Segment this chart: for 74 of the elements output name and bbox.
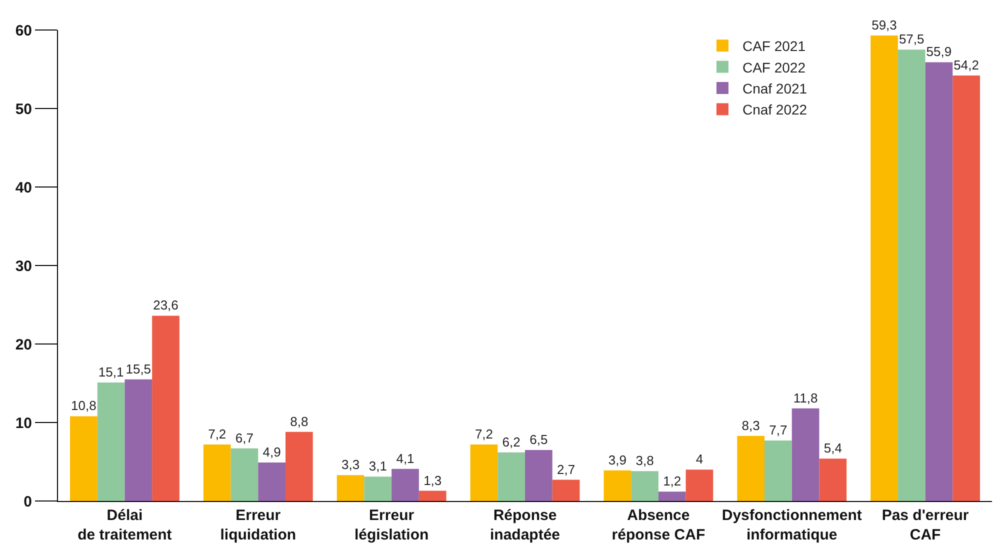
- x-tick-label: Absence réponse CAF: [612, 507, 706, 544]
- data-label: 3,3: [342, 457, 360, 472]
- legend-label: CAF 2021: [742, 38, 806, 54]
- bar: [124, 379, 152, 501]
- y-tick-label: 10: [15, 414, 32, 432]
- x-tick-label: Délai de traitement: [78, 507, 172, 544]
- legend-label: CAF 2022: [742, 59, 806, 76]
- bar: [418, 490, 446, 501]
- data-label: 3,1: [368, 458, 387, 474]
- legend-label: Cnaf 2021: [742, 80, 808, 96]
- y-tick-label: 20: [15, 336, 32, 354]
- data-label: 2,7: [556, 462, 576, 477]
- bar: [203, 444, 231, 501]
- x-tick-label: Erreur liquidation: [220, 507, 296, 544]
- data-label: 4,1: [396, 450, 414, 466]
- y-tick-label: 0: [24, 493, 32, 510]
- data-label: 8,3: [742, 418, 760, 433]
- bar: [286, 432, 313, 501]
- data-label: 8,8: [290, 414, 308, 429]
- data-label: 3,9: [608, 452, 626, 468]
- data-label: 10,8: [71, 398, 96, 414]
- bar: [604, 470, 632, 501]
- bar: [552, 480, 580, 501]
- data-label: 5,4: [824, 440, 842, 456]
- bar: [737, 436, 764, 501]
- bar: [631, 471, 658, 501]
- bar: [498, 452, 525, 501]
- bar: [686, 470, 714, 501]
- bar: [898, 50, 926, 501]
- bar: [792, 408, 820, 501]
- bar: [952, 76, 980, 501]
- bar: [525, 450, 552, 501]
- data-label: 4,9: [262, 444, 281, 460]
- y-tick-label: 30: [15, 258, 32, 275]
- bar: [658, 492, 686, 501]
- legend-label: Cnaf 2022: [742, 102, 808, 118]
- bar: [258, 462, 286, 501]
- bar: [392, 468, 419, 501]
- data-label: 4: [696, 452, 704, 467]
- data-label: 54,2: [954, 58, 979, 73]
- data-label: 57,5: [898, 32, 924, 47]
- y-tick-label: 60: [15, 22, 32, 40]
- bar: [70, 416, 98, 501]
- data-label: 7,2: [474, 426, 494, 442]
- bar: [819, 458, 847, 501]
- x-tick-label: Pas d'erreur CAF: [882, 507, 969, 544]
- data-label: 1,3: [424, 472, 442, 488]
- x-tick-label: Réponse inadaptée: [490, 507, 560, 544]
- bar: [97, 382, 125, 501]
- data-label: 6,7: [235, 430, 254, 446]
- y-tick-label: 40: [15, 179, 32, 196]
- data-label: 55,9: [926, 44, 952, 60]
- data-label: 11,8: [793, 390, 818, 406]
- bar: [230, 448, 258, 501]
- data-label: 3,8: [636, 453, 654, 468]
- data-label: 7,2: [208, 426, 226, 442]
- bar: [470, 444, 498, 501]
- bar: [364, 476, 392, 501]
- data-label: 59,3: [872, 18, 897, 32]
- bar: [870, 36, 898, 501]
- data-label: 6,5: [530, 432, 548, 447]
- bar: [925, 62, 953, 501]
- bar: [764, 440, 792, 501]
- data-label: 15,1: [98, 364, 124, 380]
- data-label: 1,2: [663, 474, 682, 489]
- data-label: 6,2: [502, 434, 520, 450]
- bar: [336, 475, 364, 501]
- data-label: 7,7: [769, 422, 788, 438]
- bar: [152, 316, 180, 501]
- data-label: 23,6: [153, 298, 178, 313]
- data-label: 15,5: [126, 361, 152, 376]
- x-tick-label: Dysfonctionnement informatique: [722, 507, 862, 544]
- y-tick-label: 50: [15, 100, 32, 118]
- x-tick-label: Erreur législation: [354, 507, 429, 544]
